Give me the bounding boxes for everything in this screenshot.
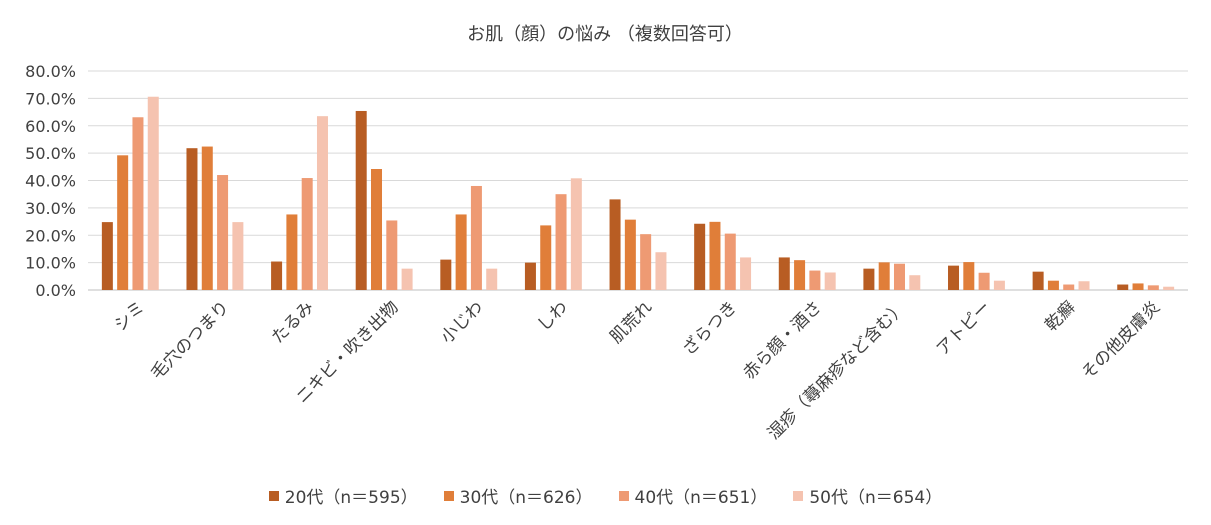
- bar: [640, 234, 652, 290]
- bar: [724, 233, 736, 290]
- bar: [440, 259, 452, 290]
- bar: [694, 223, 706, 290]
- bar: [978, 272, 990, 290]
- bar: [1032, 271, 1044, 290]
- x-tick-label: 湿疹（蕁麻疹など含む）: [764, 297, 910, 443]
- bar: [286, 214, 298, 290]
- bar: [401, 268, 413, 290]
- bar: [893, 263, 905, 290]
- y-tick-label: 80.0%: [25, 62, 76, 81]
- bar: [132, 117, 144, 290]
- bar: [655, 252, 667, 290]
- bar: [555, 194, 567, 290]
- legend-item: 30代（n＝626）: [443, 483, 593, 508]
- x-tick-label: ざらつき: [678, 297, 741, 360]
- bar: [1117, 284, 1129, 290]
- bar: [740, 257, 752, 290]
- legend-swatch: [443, 490, 454, 501]
- legend-swatch: [793, 490, 804, 501]
- legend-swatch: [618, 490, 629, 501]
- x-tick-label: たるみ: [268, 297, 318, 347]
- bar: [540, 225, 552, 290]
- x-tick-label: 肌荒れ: [606, 297, 656, 347]
- bar: [1047, 280, 1059, 290]
- bar: [809, 270, 821, 290]
- bar: [455, 214, 467, 290]
- x-tick-label: 毛穴のつまり: [147, 297, 233, 383]
- x-tick-label: シミ: [111, 297, 149, 335]
- bar: [824, 272, 836, 290]
- y-tick-label: 60.0%: [25, 117, 76, 136]
- bar: [147, 96, 159, 290]
- bar: [794, 260, 806, 290]
- x-tick-label: 小じわ: [437, 297, 487, 347]
- legend-label: 30代（n＝626）: [459, 488, 593, 508]
- y-axis-tick-labels: 0.0% 10.0% 20.0% 30.0% 40.0% 50.0% 60.0% 70.0% 8…: [25, 62, 76, 300]
- bar: [624, 219, 636, 290]
- bars: [101, 96, 1175, 290]
- bar: [570, 178, 582, 290]
- bar: [186, 148, 198, 290]
- bar: [271, 261, 283, 290]
- y-tick-label: 50.0%: [25, 144, 76, 163]
- bar: [1063, 284, 1075, 290]
- bar: [1163, 286, 1175, 290]
- bar: [117, 155, 129, 290]
- x-tick-label: その他皮膚炎: [1078, 297, 1164, 383]
- bar: [909, 275, 921, 290]
- bar: [217, 175, 229, 290]
- bar: [993, 280, 1005, 290]
- legend-label: 40代（n＝651）: [634, 488, 768, 508]
- bar: [1078, 281, 1090, 290]
- bar: [524, 262, 536, 290]
- legend: 20代（n＝595） 30代（n＝626） 40代（n＝651） 50代（n＝654）: [0, 483, 1211, 508]
- bar: [232, 222, 244, 290]
- bar: [355, 110, 367, 290]
- x-tick-label: しわ: [534, 297, 572, 335]
- y-tick-label: 40.0%: [25, 172, 76, 191]
- x-tick-label: 赤ら顔・酒さ: [739, 297, 825, 383]
- y-tick-label: 0.0%: [35, 281, 76, 300]
- y-tick-label: 30.0%: [25, 199, 76, 218]
- bar: [878, 262, 890, 290]
- bar: [201, 146, 213, 290]
- bar: [1147, 285, 1159, 290]
- bar: [948, 265, 960, 290]
- chart-title: お肌（顔）の悩み （複数回答可）: [467, 24, 743, 45]
- bar: [863, 268, 875, 290]
- legend-label: 20代（n＝595）: [284, 488, 418, 508]
- bar: [301, 178, 313, 290]
- y-tick-label: 20.0%: [25, 226, 76, 245]
- bar: [609, 199, 621, 290]
- bar-chart: お肌（顔）の悩み （複数回答可） 0.0% 10.0% 20.0% 30.0% 40.0…: [25, 24, 1188, 444]
- legend-item: 50代（n＝654）: [793, 483, 942, 508]
- bar: [709, 221, 721, 290]
- x-tick-label: 乾癬: [1041, 297, 1079, 335]
- legend-label: 50代（n＝654）: [809, 488, 943, 508]
- bar: [486, 268, 498, 290]
- bar: [1132, 283, 1144, 290]
- legend-item: 20代（n＝595）: [268, 483, 418, 508]
- y-tick-label: 70.0%: [25, 89, 76, 108]
- bar: [316, 116, 328, 290]
- x-tick-label: アトピー: [933, 297, 995, 359]
- legend-swatch: [268, 490, 279, 501]
- bar: [963, 262, 975, 290]
- bar: [778, 257, 790, 290]
- bar: [470, 185, 482, 290]
- legend-item: 40代（n＝651）: [618, 483, 768, 508]
- gridlines: [88, 70, 1188, 291]
- y-tick-label: 10.0%: [25, 254, 76, 273]
- bar: [371, 169, 383, 290]
- bar: [101, 222, 113, 290]
- bar: [386, 220, 398, 290]
